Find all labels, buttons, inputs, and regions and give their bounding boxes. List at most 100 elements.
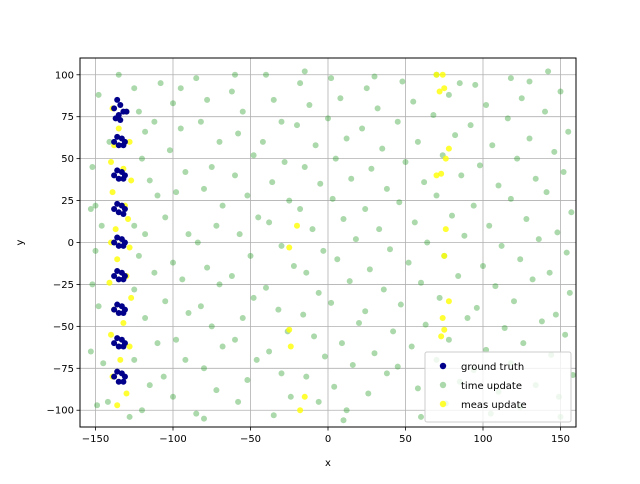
time-update-point: [445, 91, 452, 98]
time-update-point: [208, 164, 215, 171]
ground-truth-point: [115, 142, 122, 149]
time-update-point: [98, 222, 105, 229]
time-update-point: [394, 118, 401, 125]
time-update-point: [405, 259, 412, 266]
time-update-point: [470, 202, 477, 209]
time-update-point: [433, 192, 440, 199]
time-update-point: [483, 346, 490, 353]
ground-truth-point: [115, 242, 122, 249]
time-update-point: [518, 95, 525, 102]
time-update-point: [414, 138, 421, 145]
meas-update-point: [436, 88, 443, 95]
time-update-point: [315, 289, 322, 296]
time-update-point: [418, 413, 424, 420]
ground-truth-point: [114, 133, 121, 140]
meas-update-point: [441, 326, 448, 333]
time-update-point: [517, 256, 524, 263]
time-update-point: [312, 142, 319, 149]
time-update-point: [365, 390, 372, 397]
ground-truth-point: [120, 210, 127, 217]
data-points: [87, 68, 576, 424]
meas-update-point: [287, 343, 294, 350]
time-update-point: [92, 247, 99, 254]
time-update-point: [239, 314, 246, 321]
time-update-point: [379, 145, 386, 152]
time-update-point: [418, 279, 424, 286]
ground-truth-point: [111, 340, 118, 347]
ground-truth-point: [117, 117, 124, 124]
time-update-point: [287, 393, 294, 400]
ground-truth-point: [120, 343, 127, 350]
ground-truth-point: [120, 309, 127, 316]
time-update-point: [232, 71, 238, 78]
time-update-point: [146, 382, 153, 389]
time-update-point: [193, 410, 200, 417]
meas-update-point: [108, 158, 114, 165]
time-update-point: [275, 306, 282, 313]
ground-truth-point: [120, 242, 127, 249]
x-tick-label: 0: [325, 434, 331, 445]
time-update-point: [480, 262, 486, 269]
time-update-point: [94, 402, 101, 409]
meas-update-point: [112, 226, 119, 233]
time-update-point: [139, 407, 145, 414]
time-update-point: [331, 383, 338, 390]
legend-label-time-update: time update: [461, 381, 522, 392]
meas-update-point: [433, 172, 440, 179]
time-update-point: [278, 118, 285, 125]
time-update-point: [483, 101, 490, 108]
time-update-point: [495, 182, 502, 189]
time-update-point: [250, 294, 257, 301]
time-update-point: [538, 318, 545, 325]
time-update-point: [337, 95, 344, 102]
meas-update-point: [126, 138, 133, 145]
ground-truth-point: [120, 276, 127, 283]
ground-truth-point: [115, 175, 122, 182]
meas-update-point: [106, 279, 113, 286]
time-update-point: [467, 122, 474, 129]
time-update-point: [201, 365, 207, 372]
time-update-point: [436, 294, 443, 301]
time-update-point: [197, 303, 204, 310]
time-update-point: [371, 73, 378, 80]
time-update-point: [201, 415, 207, 422]
time-update-point: [411, 219, 418, 226]
time-update-point: [374, 105, 381, 112]
meas-update-point: [439, 71, 446, 78]
meas-update-point: [120, 320, 127, 327]
time-update-point: [286, 197, 293, 204]
time-update-point: [402, 158, 409, 165]
time-update-point: [244, 192, 251, 199]
x-axis-label: x: [325, 458, 331, 469]
time-update-point: [399, 78, 406, 85]
time-update-point: [320, 247, 327, 254]
time-update-point: [185, 231, 192, 238]
time-update-point: [306, 101, 313, 108]
time-update-point: [236, 231, 243, 238]
time-update-point: [394, 363, 401, 370]
meas-update-point: [109, 189, 116, 196]
meas-update-point: [438, 333, 445, 340]
meas-update-point: [126, 343, 133, 350]
time-update-point: [368, 165, 375, 172]
time-update-point: [219, 343, 226, 350]
x-tick-label: 50: [399, 434, 412, 445]
y-tick-label: −25: [53, 280, 74, 291]
time-update-point: [343, 407, 350, 414]
y-tick-label: −100: [47, 406, 74, 417]
time-update-point: [489, 142, 496, 149]
time-update-point: [297, 80, 304, 87]
legend-label-meas-update: meas update: [461, 400, 527, 411]
time-update-point: [568, 209, 575, 216]
time-update-point: [278, 242, 285, 249]
time-update-point: [557, 88, 564, 95]
y-tick-label: 0: [68, 238, 74, 249]
y-axis-label: y: [15, 239, 26, 245]
meas-update-point: [115, 125, 122, 132]
time-update-point: [363, 85, 370, 92]
ground-truth-point: [114, 335, 121, 342]
time-update-point: [362, 308, 369, 315]
time-update-point: [235, 398, 242, 405]
time-update-point: [213, 222, 220, 229]
